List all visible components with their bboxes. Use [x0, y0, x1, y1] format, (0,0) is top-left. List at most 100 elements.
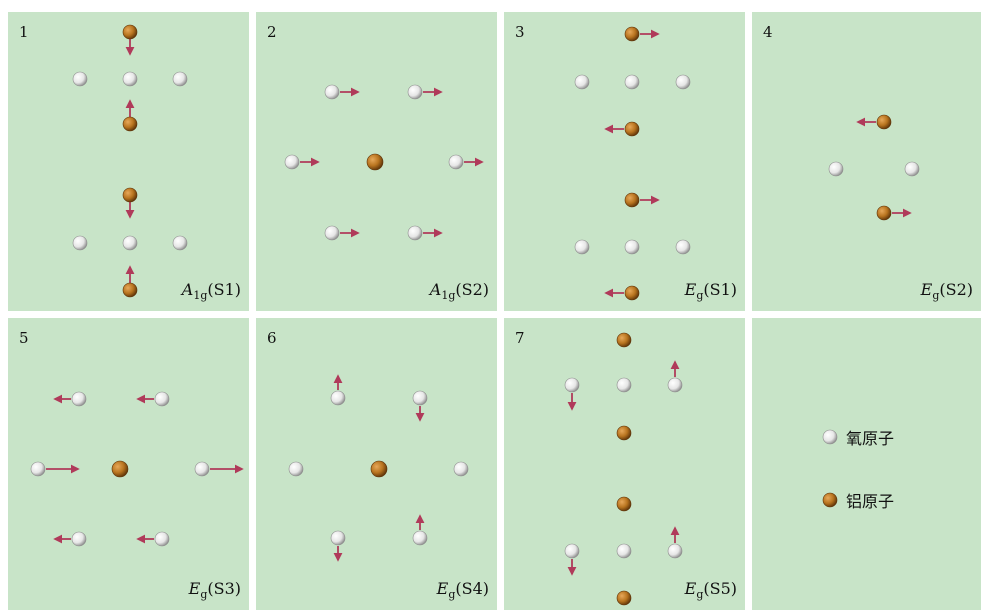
- oxygen-atom: [407, 225, 423, 241]
- aluminum-atom: [616, 496, 632, 512]
- oxygen-atom: [154, 531, 170, 547]
- aluminum-atom: [370, 460, 388, 478]
- aluminum-atom: [616, 590, 632, 606]
- panel-6: 6 Eg(S4): [256, 318, 497, 610]
- oxygen-atom: [72, 71, 88, 87]
- panel-2: 2 A1g(S2): [256, 12, 497, 311]
- mode-symbol: E: [684, 578, 697, 598]
- mode-label: Eg(S4): [437, 579, 489, 601]
- oxygen-atom: [71, 531, 87, 547]
- oxygen-atom: [71, 391, 87, 407]
- mode-suffix: (S3): [207, 578, 241, 598]
- oxygen-atom: [667, 543, 683, 559]
- mode-suffix: (S2): [455, 279, 489, 299]
- mode-suffix: (S4): [455, 578, 489, 598]
- panel-4-drawing: [828, 114, 920, 221]
- mode-subscript: 1g: [441, 289, 456, 302]
- oxygen-atom-icon: [822, 429, 838, 445]
- mode-symbol: E: [188, 578, 201, 598]
- oxygen-atom: [574, 74, 590, 90]
- mode-symbol: E: [436, 578, 449, 598]
- oxygen-atom: [828, 161, 844, 177]
- aluminum-atom: [876, 114, 892, 130]
- aluminum-atom: [122, 24, 138, 40]
- oxygen-atom: [564, 377, 580, 393]
- panel-number: 1: [19, 23, 29, 41]
- panel-4: 4 Eg(S2): [752, 12, 981, 311]
- oxygen-atom: [412, 530, 428, 546]
- aluminum-atom: [624, 121, 640, 137]
- panel-1: 1 A1g(S1): [8, 12, 249, 311]
- mode-subscript: g: [200, 588, 208, 601]
- mode-symbol: A: [429, 279, 442, 299]
- oxygen-atom: [194, 461, 210, 477]
- aluminum-atom: [616, 332, 632, 348]
- panel-7: 7 Eg(S5): [504, 318, 745, 610]
- oxygen-atom: [172, 71, 188, 87]
- legend-panel: 氧原子 铝原子: [752, 318, 981, 610]
- oxygen-atom: [122, 235, 138, 251]
- oxygen-atom: [72, 235, 88, 251]
- panel-3-drawing: [574, 26, 691, 301]
- mode-label: Eg(S5): [685, 579, 737, 601]
- mode-label: Eg(S2): [921, 280, 973, 302]
- oxygen-atom: [904, 161, 920, 177]
- oxygen-atom: [172, 235, 188, 251]
- oxygen-atom: [624, 74, 640, 90]
- legend-label-aluminum: 铝原子: [846, 492, 895, 511]
- oxygen-atom: [453, 461, 469, 477]
- aluminum-atom-icon: [822, 492, 838, 508]
- oxygen-atom: [624, 239, 640, 255]
- oxygen-atom: [564, 543, 580, 559]
- panel-2-drawing: [284, 84, 484, 241]
- panel-7-drawing: [564, 332, 683, 606]
- mode-symbol: A: [181, 279, 194, 299]
- oxygen-atom: [667, 377, 683, 393]
- legend-label-oxygen: 氧原子: [846, 429, 895, 448]
- mode-suffix: (S1): [703, 279, 737, 299]
- mode-label: A1g(S1): [182, 280, 241, 302]
- mode-subscript: g: [696, 289, 704, 302]
- oxygen-atom: [407, 84, 423, 100]
- oxygen-atom: [122, 71, 138, 87]
- oxygen-atom: [30, 461, 46, 477]
- mode-label: Eg(S3): [189, 579, 241, 601]
- mode-subscript: 1g: [193, 289, 208, 302]
- oxygen-atom: [330, 390, 346, 406]
- panel-number: 5: [19, 329, 29, 347]
- aluminum-atom: [624, 26, 640, 42]
- aluminum-atom: [122, 282, 138, 298]
- panel-5: 5 Eg(S3): [8, 318, 249, 610]
- oxygen-atom: [675, 74, 691, 90]
- oxygen-atom: [675, 239, 691, 255]
- mode-subscript: g: [696, 588, 704, 601]
- oxygen-atom: [574, 239, 590, 255]
- legend-item-oxygen: 氧原子: [820, 425, 894, 449]
- mode-suffix: (S2): [939, 279, 973, 299]
- mode-suffix: (S1): [207, 279, 241, 299]
- mode-symbol: E: [684, 279, 697, 299]
- panel-5-drawing: [30, 391, 244, 547]
- oxygen-atom: [330, 530, 346, 546]
- panel-number: 6: [267, 329, 277, 347]
- mode-subscript: g: [448, 588, 456, 601]
- aluminum-atom: [876, 205, 892, 221]
- mode-subscript: g: [932, 289, 940, 302]
- mode-label: A1g(S2): [430, 280, 489, 302]
- oxygen-atom: [324, 225, 340, 241]
- oxygen-atom: [616, 377, 632, 393]
- aluminum-atom: [122, 187, 138, 203]
- oxygen-atom: [154, 391, 170, 407]
- mode-label: Eg(S1): [685, 280, 737, 302]
- mode-suffix: (S5): [703, 578, 737, 598]
- oxygen-atom: [448, 154, 464, 170]
- panel-number: 7: [515, 329, 525, 347]
- aluminum-atom: [122, 116, 138, 132]
- aluminum-atom: [616, 425, 632, 441]
- aluminum-atom: [111, 460, 129, 478]
- panel-number: 4: [763, 23, 773, 41]
- panel-1-drawing: [72, 24, 188, 298]
- aluminum-atom: [624, 192, 640, 208]
- aluminum-atom: [366, 153, 384, 171]
